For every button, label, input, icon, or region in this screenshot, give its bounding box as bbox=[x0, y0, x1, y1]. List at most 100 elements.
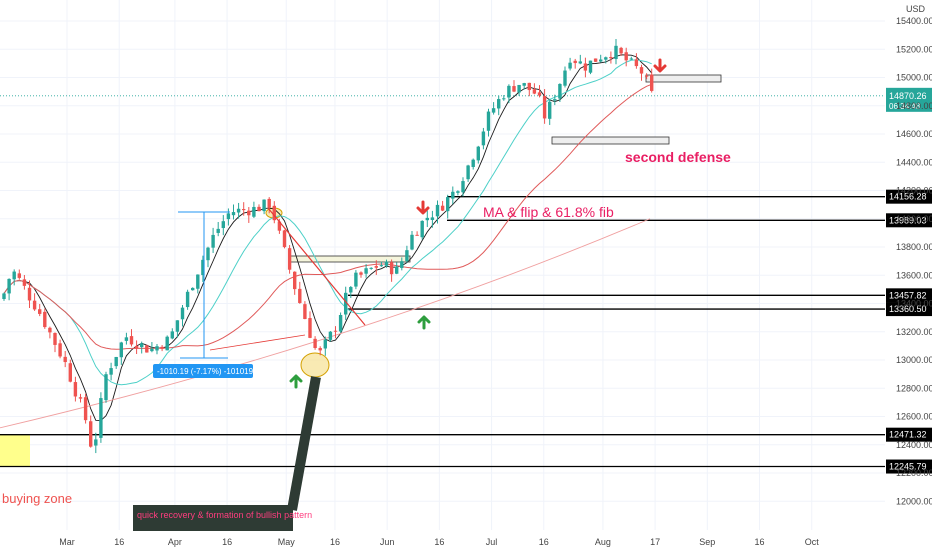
candle-up bbox=[486, 111, 491, 131]
time-tick-label: Oct bbox=[805, 537, 820, 547]
candlestick-series bbox=[2, 38, 654, 454]
candle-up bbox=[435, 204, 440, 217]
candle-down bbox=[89, 421, 93, 447]
price-tick-label: 14200.00 bbox=[896, 186, 932, 196]
candle-up bbox=[12, 271, 16, 280]
candle-down bbox=[634, 59, 639, 67]
price-axis[interactable]: 15400.00 15200.00 15000.00 14800.00 14600.00… bbox=[896, 4, 932, 506]
candle-up bbox=[104, 374, 108, 401]
candle-up bbox=[109, 368, 113, 375]
candle-up bbox=[196, 274, 200, 289]
candle-up bbox=[568, 62, 572, 69]
candle-up bbox=[599, 59, 603, 62]
candle-up bbox=[369, 267, 373, 269]
candle-up bbox=[236, 208, 241, 213]
time-tick-label: Aug bbox=[595, 537, 611, 547]
price-tick-label: 14800.00 bbox=[896, 101, 932, 111]
candle-down bbox=[644, 75, 649, 77]
ma-flip-label: MA & flip & 61.8% fib bbox=[483, 204, 614, 220]
candle-up bbox=[150, 348, 154, 352]
candle-down bbox=[593, 58, 598, 62]
candle-down bbox=[650, 74, 654, 91]
candle-up bbox=[420, 220, 424, 238]
measure-tag bbox=[153, 364, 253, 378]
candle-down bbox=[38, 309, 42, 314]
time-tick-label: Jul bbox=[486, 537, 498, 547]
price-tick-label: 12200.00 bbox=[896, 468, 932, 478]
price-tick-label: 14600.00 bbox=[896, 129, 932, 139]
candle-up bbox=[185, 291, 190, 308]
time-tick-label: 16 bbox=[330, 537, 340, 547]
candle-down bbox=[58, 343, 62, 357]
candle-down bbox=[512, 86, 516, 92]
countdown-label: 06:34:48 bbox=[889, 102, 921, 111]
candle-up bbox=[349, 287, 353, 293]
support-trend-line bbox=[209, 334, 306, 351]
candle-down bbox=[609, 56, 613, 59]
price-level-tag bbox=[886, 189, 932, 204]
candle-up bbox=[430, 217, 435, 220]
price-tick-label: 14000.00 bbox=[896, 214, 932, 224]
candle-down bbox=[333, 330, 338, 332]
candle-down bbox=[308, 318, 312, 338]
price-level-label: 12471.32 bbox=[889, 430, 927, 440]
price-tick-label: 12400.00 bbox=[896, 440, 932, 450]
candle-up bbox=[629, 58, 633, 60]
candle-up bbox=[114, 356, 118, 367]
candle-up bbox=[94, 439, 98, 446]
candle-down bbox=[242, 209, 246, 211]
candle-up bbox=[354, 272, 358, 287]
candle-down bbox=[48, 327, 52, 333]
price-tick-label: 15000.00 bbox=[896, 73, 932, 83]
candle-down bbox=[359, 272, 363, 275]
time-axis[interactable]: Mar 16 Apr 16 May 16 Jun 16 Jul 16 Aug 17 Sep 16 Oct bbox=[59, 537, 819, 547]
candle-down bbox=[287, 248, 292, 270]
time-tick-label: Apr bbox=[168, 537, 182, 547]
time-tick-label: Mar bbox=[59, 537, 75, 547]
candle-up bbox=[384, 261, 389, 266]
candle-up bbox=[211, 234, 215, 248]
candle-down bbox=[293, 271, 297, 290]
candle-down bbox=[440, 205, 445, 211]
candle-down bbox=[27, 287, 32, 301]
time-tick-label: 16 bbox=[755, 537, 765, 547]
candle-up bbox=[252, 206, 256, 217]
candle-down bbox=[17, 273, 21, 278]
candle-down bbox=[68, 363, 72, 382]
candle-up bbox=[563, 70, 567, 86]
candle-up bbox=[338, 315, 343, 332]
candle-down bbox=[32, 300, 37, 310]
candle-up bbox=[226, 213, 231, 220]
candle-up bbox=[262, 199, 266, 212]
last-price-label: 14870.26 bbox=[889, 91, 927, 101]
candle-down bbox=[415, 234, 419, 236]
candle-down bbox=[272, 205, 276, 221]
price-tick-label: 13200.00 bbox=[896, 327, 932, 337]
buying-zone-label: buying zone bbox=[2, 491, 72, 506]
candle-down bbox=[22, 279, 27, 286]
candle-up bbox=[507, 85, 511, 98]
candle-down bbox=[298, 288, 302, 303]
price-tick-label: 13800.00 bbox=[896, 242, 932, 252]
red-arrow-down-icon bbox=[416, 200, 430, 215]
time-tick-label: 16 bbox=[434, 537, 444, 547]
candle-up bbox=[476, 146, 480, 161]
candle-down bbox=[145, 345, 149, 353]
price-level-label: 12245.79 bbox=[889, 462, 927, 472]
candle-down bbox=[583, 63, 588, 71]
candle-down bbox=[63, 356, 67, 363]
candle-down bbox=[542, 96, 547, 119]
candle-up bbox=[231, 212, 236, 216]
candle-down bbox=[277, 221, 282, 231]
candle-up bbox=[553, 99, 557, 101]
resistance-box bbox=[645, 74, 722, 83]
candle-up bbox=[180, 307, 185, 320]
candle-up bbox=[395, 266, 399, 274]
candle-up bbox=[471, 159, 475, 167]
candle-down bbox=[374, 266, 378, 268]
candle-up bbox=[497, 99, 501, 109]
red-arrow-down-icon bbox=[653, 58, 667, 73]
candle-up bbox=[7, 278, 11, 294]
candle-up bbox=[400, 261, 404, 268]
